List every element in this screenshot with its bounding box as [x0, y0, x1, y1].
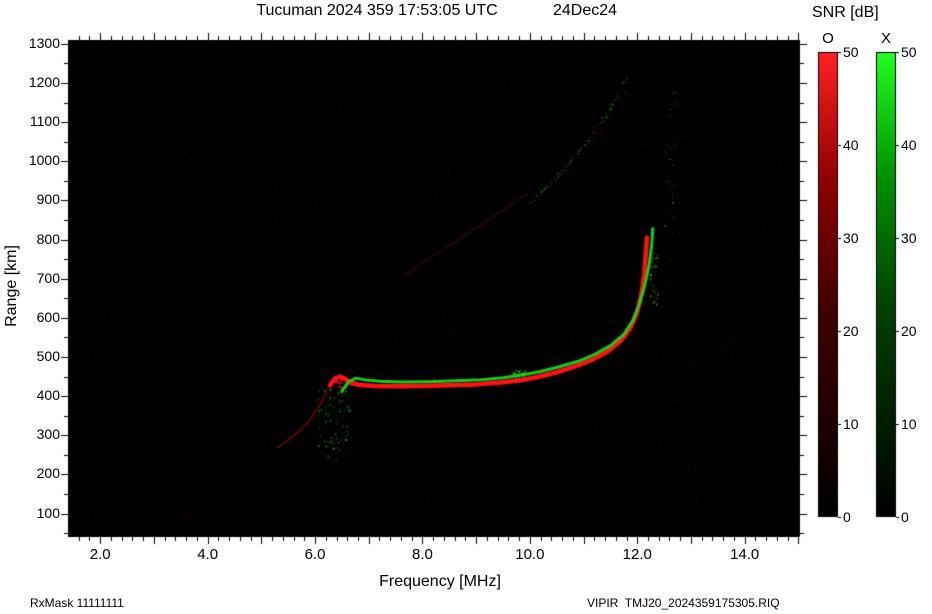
x-axis-label: Frequency [MHz]	[379, 573, 501, 590]
plot-title: Tucuman 2024 359 17:53:05 UTC	[256, 2, 498, 19]
file-label: VIPIR TMJ20_2024359175305.RIQ	[587, 596, 780, 610]
snr-title: SNR [dB]	[812, 4, 879, 21]
y-axis-label: Range [km]	[3, 245, 20, 327]
rxmask-label: RxMask 11111111	[30, 596, 124, 610]
plot-date: 24Dec24	[553, 2, 618, 19]
